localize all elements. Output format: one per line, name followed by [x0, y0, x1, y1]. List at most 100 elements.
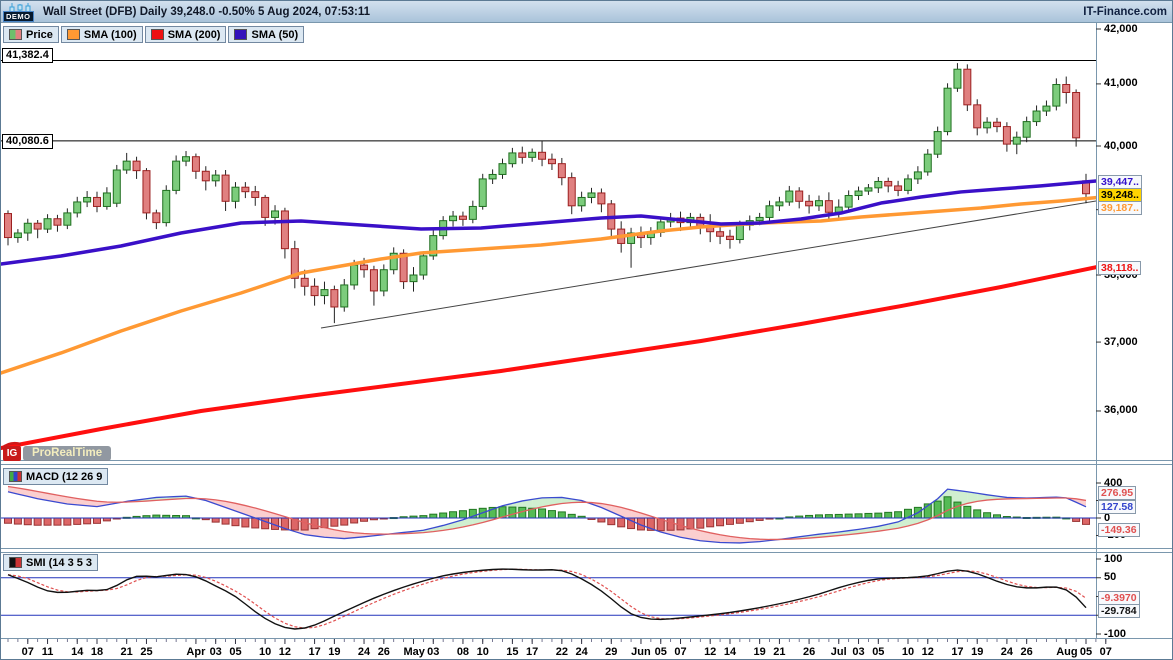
x-axis-date-label: 18 — [90, 646, 104, 658]
x-axis-date-label: 25 — [140, 646, 153, 658]
x-axis-date-label: 12 — [278, 646, 292, 658]
candle-body — [122, 160, 131, 171]
legend-chip-sma100[interactable]: SMA (100) — [60, 26, 143, 43]
x-axis-date-label: 07 — [1099, 646, 1112, 658]
candle-body — [290, 248, 299, 279]
sma50-line[interactable] — [1, 179, 1096, 266]
macd-histogram-bar — [63, 517, 72, 526]
candle-body — [864, 187, 873, 192]
x-axis-date-label: 03 — [852, 646, 865, 658]
x-axis-date-label: 21 — [120, 646, 133, 658]
candle-body — [785, 190, 794, 203]
macd-histogram-bar — [211, 517, 220, 523]
candle-body — [983, 121, 992, 129]
macd-shade — [729, 536, 740, 543]
candle-body — [73, 201, 82, 214]
macd-shade — [720, 534, 730, 543]
candle-body — [112, 169, 121, 204]
candle-body — [993, 121, 1001, 128]
x-axis-date-label: 05 — [1079, 646, 1093, 658]
macd-histogram-bar — [231, 517, 240, 527]
macd-histogram-bar — [350, 517, 359, 524]
candle-body — [310, 285, 319, 297]
smi-line — [7, 568, 1087, 630]
drawn-trendline[interactable] — [320, 200, 1096, 329]
legend-chip-sma200[interactable]: SMA (200) — [144, 26, 227, 43]
candle-body — [429, 235, 438, 257]
hline-price-label-1[interactable]: 41,382.4 — [2, 48, 53, 63]
candle-body — [409, 274, 418, 283]
candle-body — [755, 216, 764, 222]
legend-chip-sma50[interactable]: SMA (50) — [228, 26, 305, 43]
indicator-legend: Price SMA (100) SMA (200) SMA (50) — [3, 26, 305, 43]
legend-chip-price[interactable]: Price — [3, 26, 59, 43]
x-axis-date-label: 03 — [209, 646, 222, 658]
macd-histogram-bar — [4, 517, 12, 524]
legend-chip-smi[interactable]: SMI (14 3 5 3 — [3, 554, 99, 571]
macd-histogram-bar — [53, 517, 62, 526]
candle-body — [261, 196, 270, 218]
macd-histogram-bar — [745, 517, 754, 523]
candle-body — [419, 255, 428, 276]
macd-pane[interactable] — [1, 485, 1096, 544]
macd-shade — [700, 530, 711, 542]
x-axis-date-label: 29 — [605, 646, 618, 658]
candle-body — [913, 171, 922, 180]
macd-histogram-bar — [874, 512, 883, 519]
candle-body — [973, 104, 982, 129]
macd-histogram-bar — [320, 517, 329, 529]
candle-body — [1062, 84, 1071, 94]
macd-histogram-bar — [458, 510, 467, 519]
candle-body — [360, 264, 369, 271]
macd-histogram-bar — [23, 517, 32, 526]
macd-histogram-bar — [300, 517, 309, 531]
smi-pane[interactable] — [1, 568, 1096, 630]
candle-body — [577, 196, 586, 207]
candle-body — [587, 192, 596, 198]
candle-body — [903, 178, 912, 191]
macd-value-badge: -149.36 — [1098, 523, 1140, 537]
candle-body — [191, 156, 200, 172]
candle-body — [735, 224, 744, 241]
candle-body — [844, 195, 853, 208]
candle-body — [725, 235, 734, 241]
macd-histogram-bar — [824, 514, 833, 519]
candle-body — [399, 252, 408, 283]
candle-body — [201, 170, 210, 182]
macd-shade — [334, 529, 345, 539]
candle-body — [251, 191, 260, 198]
candle-body — [627, 232, 636, 244]
macd-histogram-bar — [973, 509, 982, 519]
x-axis-date-label: Jul — [830, 646, 847, 658]
price-pane[interactable] — [1, 60, 1096, 450]
sma200-line[interactable] — [1, 265, 1096, 450]
macd-line — [7, 488, 1087, 544]
macd-shade — [67, 496, 78, 505]
x-axis-date-label: 12 — [921, 646, 934, 658]
price-axis-tick-label: 41,000 — [1104, 77, 1138, 90]
candle-body — [211, 174, 220, 182]
ig-logo: IG — [3, 445, 21, 461]
macd-value-badge: 276.95 — [1098, 486, 1137, 500]
macd-histogram-bar — [716, 517, 725, 527]
candle-body — [83, 196, 92, 203]
macd-histogram-bar — [953, 501, 962, 519]
hline-price-label-2[interactable]: 40,080.6 — [2, 134, 53, 149]
candle-body — [923, 153, 932, 173]
x-axis-date-label: Apr — [186, 646, 206, 658]
macd-shade — [37, 491, 48, 501]
candle-body — [330, 289, 339, 308]
legend-label: SMA (50) — [251, 28, 299, 41]
x-axis-date-label: 10 — [476, 646, 489, 658]
legend-chip-macd[interactable]: MACD (12 26 9 — [3, 468, 109, 485]
sma100-line[interactable] — [1, 195, 1096, 375]
x-axis-date-label: 19 — [753, 646, 766, 658]
candle-body — [369, 269, 378, 292]
candle-body — [943, 87, 952, 133]
candle-body — [1002, 126, 1011, 145]
candle-body — [241, 186, 250, 193]
candle-body — [488, 173, 497, 180]
legend-label: SMA (100) — [83, 28, 137, 41]
candle-body — [142, 170, 151, 214]
